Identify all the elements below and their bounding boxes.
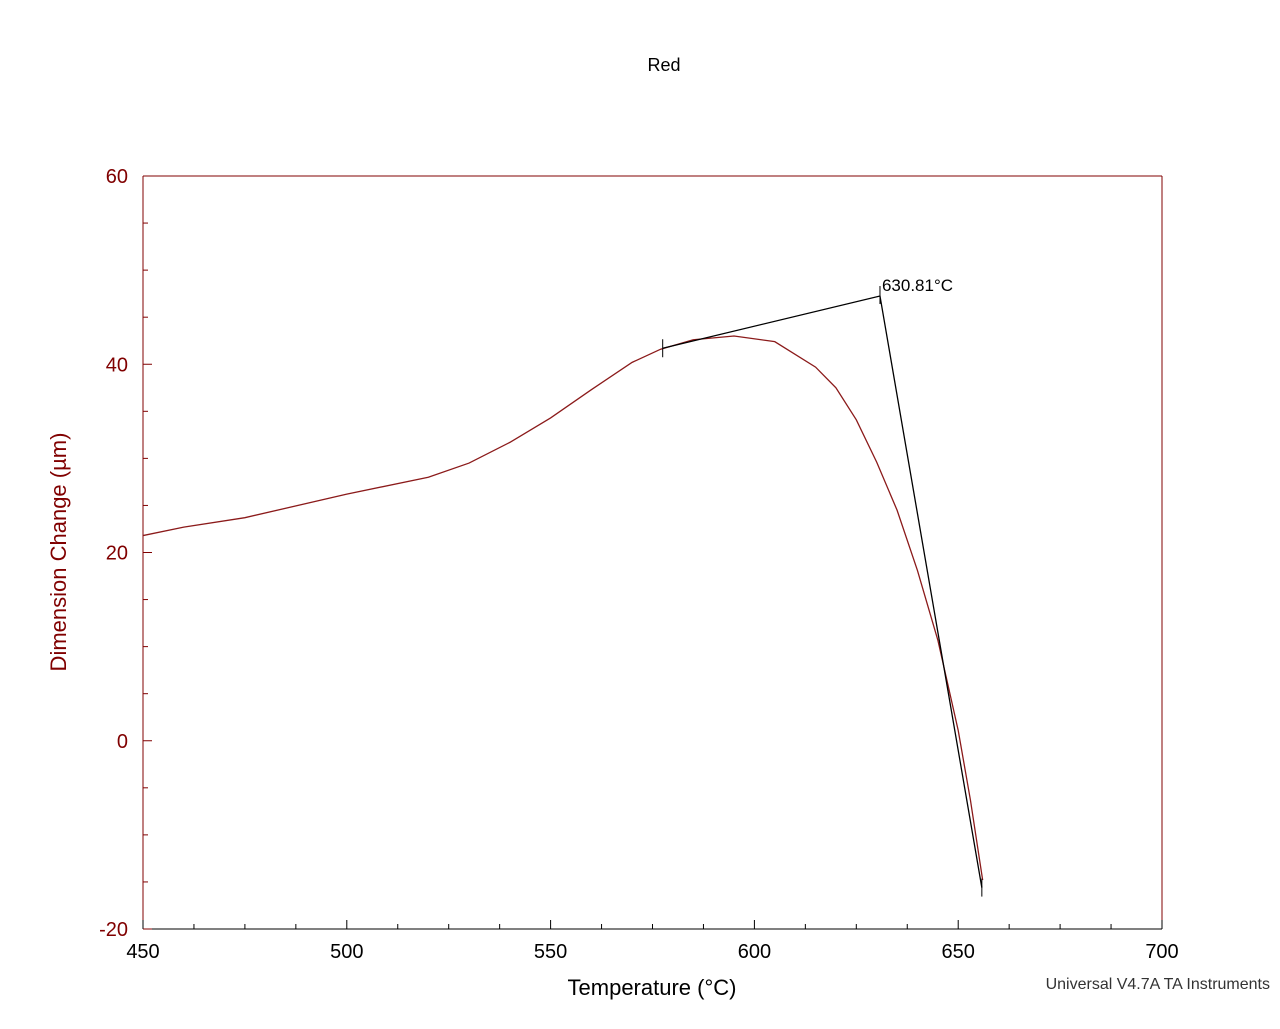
footer: Universal V4.7A TA Instruments: [1046, 976, 1270, 993]
x-tick-label: 600: [738, 941, 771, 963]
y-tick-label: -20: [99, 919, 128, 941]
x-tick-label: 550: [534, 941, 567, 963]
y-tick-label: 0: [117, 731, 128, 753]
x-tick-label: 650: [942, 941, 975, 963]
y-tick-label: 40: [106, 354, 128, 376]
y-tick-label: 20: [106, 543, 128, 565]
y-tick-label: 60: [106, 166, 128, 188]
y-axis-label: Dimension Change (µm): [46, 433, 71, 672]
x-tick-label: 450: [126, 941, 159, 963]
annotation-label: 630.81°C: [882, 276, 953, 295]
chart-title: Red: [647, 55, 680, 75]
x-axis-label: Temperature (°C): [568, 975, 737, 1000]
data-line: [142, 335, 984, 881]
tangent-line: [662, 295, 983, 888]
x-tick-label: 500: [330, 941, 363, 963]
x-tick-label: 700: [1145, 941, 1178, 963]
